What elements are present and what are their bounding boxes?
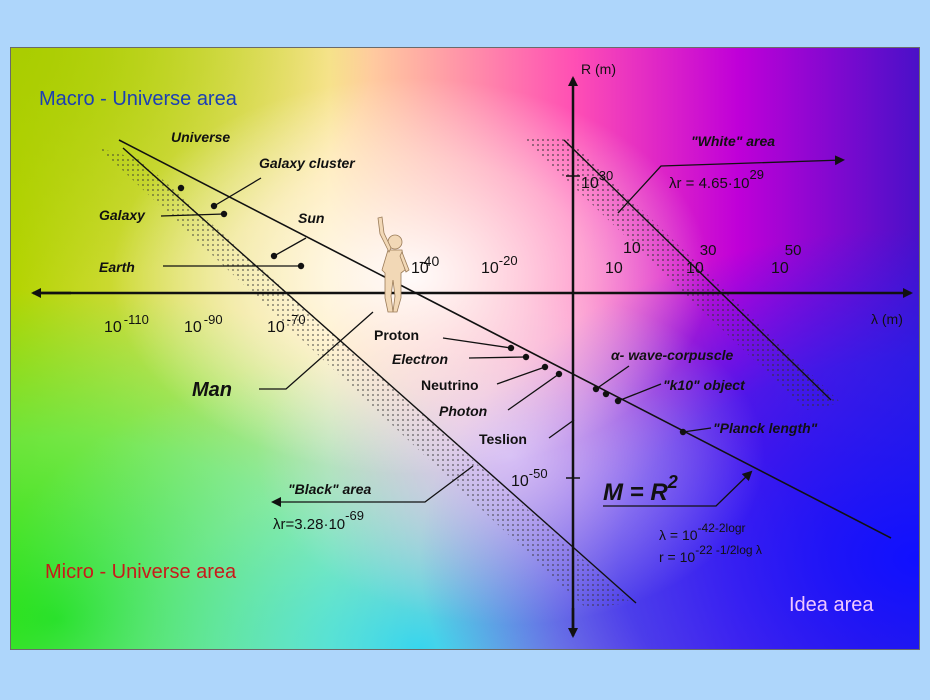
earth-marker [163,262,305,270]
x-axis-label: λ (m) [871,311,903,327]
x-tick-10-minus-90: 10 -90 [184,312,223,336]
electron-marker [468,353,530,361]
x-tick-10-pre: 10 [411,260,429,277]
white-area-pointer [617,155,845,214]
sun-label: Sun [298,210,324,226]
earth-label: Earth [99,259,135,275]
galaxy-cluster-marker [210,177,262,210]
sun-marker [270,237,307,260]
galaxy-marker [160,210,228,218]
lambda-equation: λ = 10-42-2logr [659,521,746,543]
y-tick-10-minus-50: 10-50 [511,466,548,490]
k10-object-marker [602,383,662,405]
black-area-label: "Black" area [288,481,372,497]
x-tick-10-minus-20: 10-20 [481,253,518,277]
proton-label: Proton [374,327,419,343]
black-area-pointer [271,465,474,507]
mass-radius-pointer [603,470,753,507]
teslion-marker [548,419,575,439]
macro-universe-label: Macro - Universe area [39,88,238,110]
white-area-formula: λr = 4.65·1029 [669,167,764,192]
planck-length-marker [679,427,712,436]
x-tick-10-30: 1030 [686,242,716,277]
micro-universe-label: Micro - Universe area [45,561,237,583]
planck-length-label: "Planck length" [713,420,818,436]
k10-object-label: "k10" object [663,377,746,393]
mass-radius-equation: M = R2 [603,472,678,506]
man-label: Man [192,379,232,401]
black-area-dotted-band [99,148,631,608]
photon-label: Photon [439,403,487,419]
white-area-label: "White" area [691,133,775,149]
mass-radius-line [118,139,892,539]
black-area-formula: λr=3.28·10-69 [273,508,364,533]
man-leader [259,311,374,390]
black-area-line [122,147,637,604]
galaxy-cluster-label: Galaxy cluster [259,155,356,171]
y-axis-label: R (m) [581,61,616,77]
x-tick-10-minus-70: 10 -70 [267,312,306,336]
x-tick-10-minus-110: 10 -110 [104,312,149,336]
photon-marker [507,370,563,411]
y-tick-10-30: 1030 [581,168,613,192]
neutrino-marker [496,363,549,385]
teslion-label: Teslion [479,431,527,447]
alpha-wave-corpuscle-label: α- wave-corpuscle [611,347,733,363]
neutrino-label: Neutrino [421,377,479,393]
galaxy-label: Galaxy [99,207,146,223]
diagram-canvas: Macro - Universe area Micro - Universe a… [31,61,913,638]
r-equation: r = 10-22 -1/2log λ [659,543,762,565]
idea-area-label: Idea area [789,594,874,616]
electron-label: Electron [392,351,448,367]
man-figure [377,216,410,313]
white-area-line [563,139,832,401]
universe-label: Universe [171,129,230,145]
x-tick-10-small: 10 [623,240,641,257]
universe-marker [177,184,185,192]
white-area-dotted-band [521,136,841,410]
alpha-wave-corpuscle-marker [592,365,630,393]
x-tick-minus-40: -40 [419,253,439,269]
x-tick-10: 10 [605,260,623,277]
diagram-frame: Macro - Universe area Micro - Universe a… [10,47,920,650]
x-tick-10-50: 1050 [771,242,801,277]
proton-marker [442,337,515,352]
